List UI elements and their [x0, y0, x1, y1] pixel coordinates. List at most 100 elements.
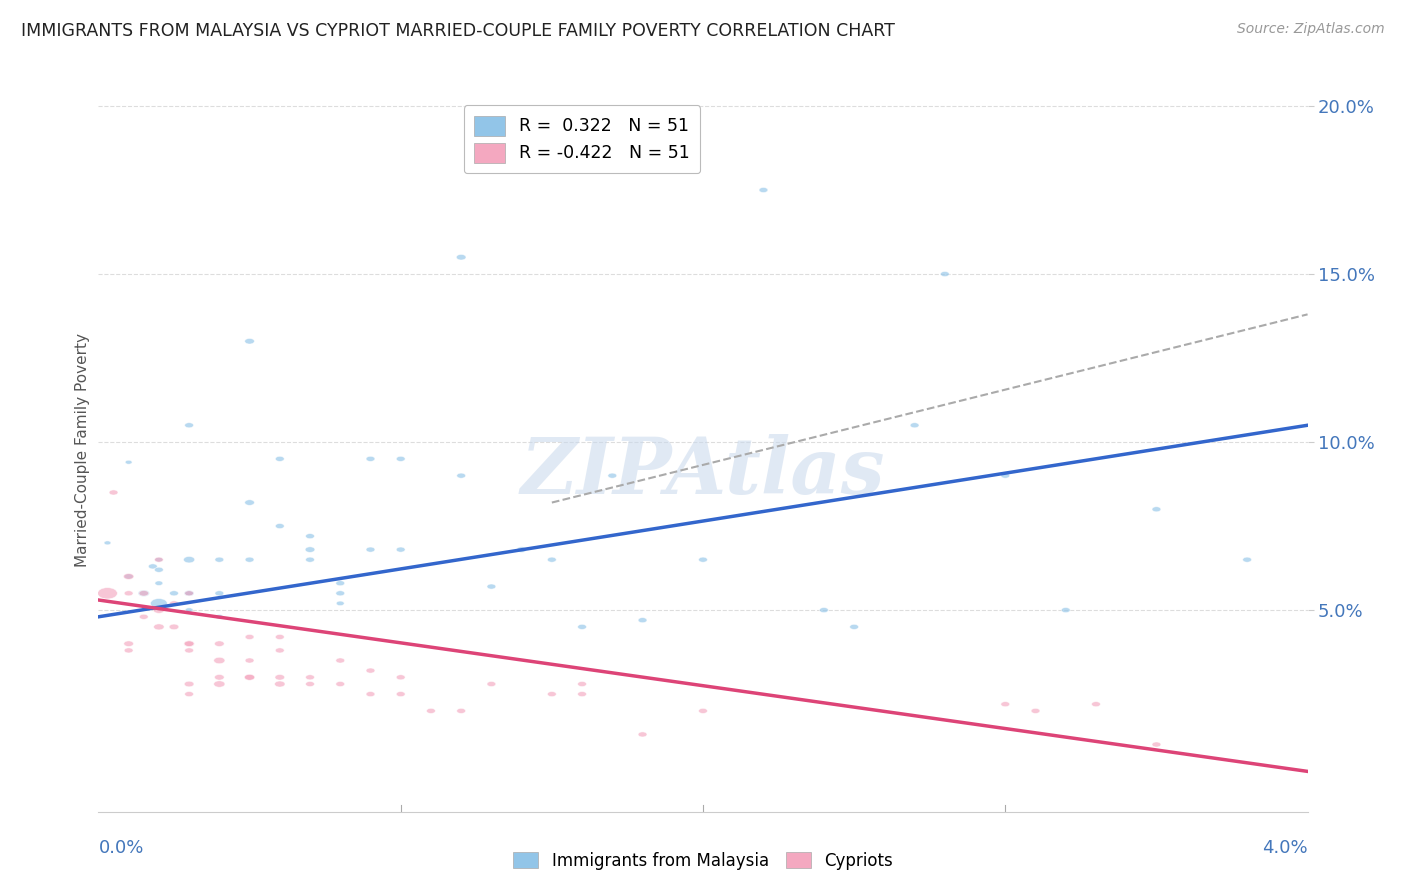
Ellipse shape: [170, 601, 179, 606]
Ellipse shape: [305, 547, 315, 552]
Ellipse shape: [139, 615, 148, 619]
Ellipse shape: [169, 624, 179, 630]
Ellipse shape: [396, 457, 405, 461]
Ellipse shape: [941, 271, 949, 277]
Ellipse shape: [699, 708, 707, 714]
Ellipse shape: [849, 624, 859, 630]
Ellipse shape: [1152, 507, 1161, 512]
Y-axis label: Married-Couple Family Poverty: Married-Couple Family Poverty: [75, 334, 90, 567]
Ellipse shape: [486, 681, 496, 687]
Ellipse shape: [245, 674, 254, 680]
Ellipse shape: [215, 615, 224, 619]
Ellipse shape: [486, 584, 496, 589]
Ellipse shape: [155, 581, 163, 585]
Ellipse shape: [607, 473, 617, 478]
Ellipse shape: [699, 558, 707, 562]
Ellipse shape: [305, 558, 315, 562]
Ellipse shape: [150, 599, 167, 608]
Ellipse shape: [638, 617, 647, 623]
Ellipse shape: [910, 423, 920, 428]
Legend: R =  0.322   N = 51, R = -0.422   N = 51: R = 0.322 N = 51, R = -0.422 N = 51: [464, 105, 700, 173]
Ellipse shape: [139, 591, 149, 596]
Text: Source: ZipAtlas.com: Source: ZipAtlas.com: [1237, 22, 1385, 37]
Ellipse shape: [125, 460, 132, 464]
Ellipse shape: [396, 674, 405, 680]
Ellipse shape: [305, 533, 315, 539]
Text: IMMIGRANTS FROM MALAYSIA VS CYPRIOT MARRIED-COUPLE FAMILY POVERTY CORRELATION CH: IMMIGRANTS FROM MALAYSIA VS CYPRIOT MARR…: [21, 22, 896, 40]
Ellipse shape: [124, 648, 134, 653]
Ellipse shape: [1001, 702, 1010, 706]
Ellipse shape: [245, 500, 254, 505]
Ellipse shape: [274, 681, 285, 687]
Ellipse shape: [245, 634, 254, 640]
Ellipse shape: [184, 648, 194, 653]
Ellipse shape: [547, 691, 557, 697]
Ellipse shape: [517, 547, 526, 552]
Ellipse shape: [396, 691, 405, 697]
Legend: Immigrants from Malaysia, Cypriots: Immigrants from Malaysia, Cypriots: [506, 846, 900, 877]
Ellipse shape: [457, 254, 465, 260]
Ellipse shape: [396, 547, 405, 552]
Ellipse shape: [366, 668, 375, 673]
Ellipse shape: [366, 457, 375, 461]
Ellipse shape: [1091, 702, 1101, 706]
Ellipse shape: [276, 674, 284, 680]
Ellipse shape: [578, 624, 586, 630]
Ellipse shape: [184, 591, 194, 596]
Ellipse shape: [245, 674, 254, 681]
Ellipse shape: [457, 708, 465, 714]
Ellipse shape: [155, 558, 163, 562]
Ellipse shape: [215, 674, 224, 680]
Ellipse shape: [336, 601, 344, 606]
Text: 0.0%: 0.0%: [98, 838, 143, 856]
Ellipse shape: [184, 591, 194, 596]
Ellipse shape: [276, 524, 284, 529]
Ellipse shape: [155, 558, 163, 562]
Ellipse shape: [1062, 607, 1070, 613]
Ellipse shape: [245, 658, 254, 663]
Ellipse shape: [214, 657, 225, 664]
Ellipse shape: [184, 423, 194, 428]
Text: 4.0%: 4.0%: [1263, 838, 1308, 856]
Ellipse shape: [153, 607, 165, 614]
Ellipse shape: [305, 681, 315, 687]
Ellipse shape: [184, 640, 194, 647]
Ellipse shape: [336, 591, 344, 596]
Ellipse shape: [547, 558, 557, 562]
Ellipse shape: [215, 641, 224, 647]
Ellipse shape: [124, 574, 134, 580]
Ellipse shape: [336, 681, 344, 687]
Ellipse shape: [184, 557, 194, 563]
Ellipse shape: [276, 648, 284, 653]
Ellipse shape: [638, 732, 647, 737]
Ellipse shape: [184, 681, 194, 687]
Ellipse shape: [184, 591, 194, 596]
Ellipse shape: [759, 187, 768, 193]
Ellipse shape: [1152, 742, 1161, 747]
Ellipse shape: [366, 547, 375, 552]
Ellipse shape: [336, 658, 344, 663]
Ellipse shape: [214, 681, 225, 687]
Ellipse shape: [104, 541, 111, 545]
Ellipse shape: [820, 607, 828, 613]
Ellipse shape: [138, 591, 149, 597]
Ellipse shape: [336, 581, 344, 586]
Ellipse shape: [457, 473, 465, 478]
Ellipse shape: [184, 641, 194, 647]
Ellipse shape: [186, 607, 193, 612]
Ellipse shape: [184, 691, 194, 697]
Ellipse shape: [170, 591, 179, 596]
Ellipse shape: [155, 567, 163, 573]
Ellipse shape: [578, 681, 586, 687]
Ellipse shape: [124, 574, 134, 579]
Ellipse shape: [149, 564, 157, 569]
Ellipse shape: [97, 588, 117, 599]
Ellipse shape: [245, 558, 254, 562]
Ellipse shape: [110, 490, 118, 495]
Ellipse shape: [245, 338, 254, 344]
Ellipse shape: [366, 691, 375, 697]
Ellipse shape: [1001, 473, 1010, 478]
Ellipse shape: [1243, 558, 1251, 562]
Ellipse shape: [124, 591, 134, 596]
Text: ZIPAtlas: ZIPAtlas: [520, 434, 886, 510]
